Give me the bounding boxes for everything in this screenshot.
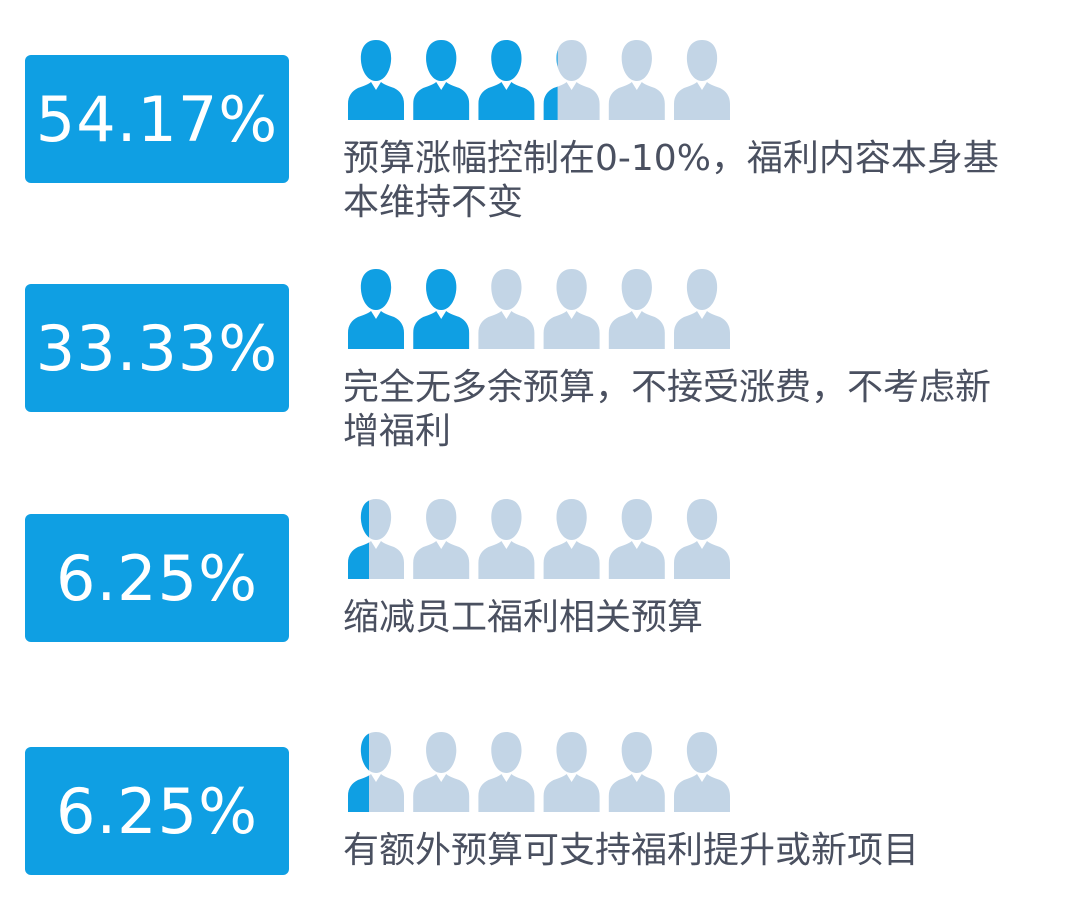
person-icon-filled <box>348 40 404 120</box>
person-icon <box>413 499 470 579</box>
category-label: 完全无多余预算，不接受涨费，不考虑新 增福利 <box>343 367 992 452</box>
person-icon <box>348 40 404 120</box>
person-icon <box>674 732 730 812</box>
percent-value: 6.25% <box>56 541 258 615</box>
percent-badge: 33.33% <box>25 284 289 412</box>
person-icon-filled <box>478 40 535 120</box>
person-icon-filled <box>543 50 558 120</box>
person-icon-filled <box>348 500 369 579</box>
category-label: 缩减员工福利相关预算 <box>343 597 704 638</box>
person-icon <box>348 499 404 579</box>
percent-value: 6.25% <box>56 774 258 848</box>
person-icon <box>608 732 665 812</box>
percent-badge: 6.25% <box>25 514 289 642</box>
person-icon-empty <box>413 732 470 812</box>
person-icon-empty <box>478 732 535 812</box>
person-icon-filled <box>413 40 470 120</box>
person-icon-empty <box>608 269 665 349</box>
person-icons <box>348 269 730 349</box>
person-icon <box>543 499 600 579</box>
person-icon-empty <box>478 269 535 349</box>
person-icons <box>348 40 730 120</box>
person-icon <box>478 269 535 349</box>
person-icon <box>543 269 600 349</box>
person-icon <box>348 269 404 349</box>
person-icon-empty <box>674 269 730 349</box>
person-icon <box>608 269 665 349</box>
percent-value: 54.17% <box>35 82 279 156</box>
person-icon <box>674 269 730 349</box>
person-icon-empty <box>543 732 600 812</box>
percent-value: 33.33% <box>35 311 279 385</box>
person-icon <box>543 40 600 120</box>
person-icon-empty <box>413 499 470 579</box>
person-icon-empty <box>674 732 730 812</box>
category-label: 有额外预算可支持福利提升或新项目 <box>343 830 920 871</box>
person-icon-filled <box>348 733 369 812</box>
person-icon-empty <box>674 40 730 120</box>
category-label: 预算涨幅控制在0-10%，福利内容本身基 本维持不变 <box>343 138 999 223</box>
person-icon <box>478 40 535 120</box>
person-icon <box>413 40 470 120</box>
person-icon-empty <box>608 40 665 120</box>
person-icon-empty <box>608 499 665 579</box>
person-icon <box>674 499 730 579</box>
person-icons <box>348 499 730 579</box>
person-icon-filled <box>413 269 470 349</box>
person-icon <box>413 269 470 349</box>
person-icon-empty <box>543 269 600 349</box>
person-icon <box>674 40 730 120</box>
person-icon <box>478 732 535 812</box>
person-icon <box>543 732 600 812</box>
percent-badge: 54.17% <box>25 55 289 183</box>
person-icon <box>608 40 665 120</box>
person-icon <box>348 732 404 812</box>
person-icon-filled <box>348 269 404 349</box>
percent-badge: 6.25% <box>25 747 289 875</box>
person-icon-empty <box>543 499 600 579</box>
person-icons <box>348 732 730 812</box>
person-icon <box>608 499 665 579</box>
person-icon <box>413 732 470 812</box>
person-icon-empty <box>608 732 665 812</box>
person-icon-empty <box>674 499 730 579</box>
person-icon <box>478 499 535 579</box>
person-icon-empty <box>478 499 535 579</box>
